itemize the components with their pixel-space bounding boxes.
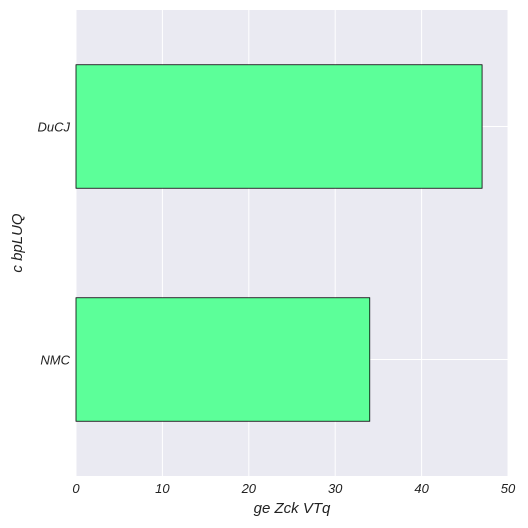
x-tick-label: 40 [414, 481, 429, 496]
x-tick-label: 10 [155, 481, 170, 496]
bar-ducj [75, 64, 483, 189]
x-axis-label: ge Zck VTq [254, 500, 331, 517]
y-axis-label: c bpLUQ [9, 213, 26, 273]
bars [75, 64, 483, 422]
y-tick-label: DuCJ [37, 120, 70, 135]
x-tick-label: 50 [501, 481, 516, 496]
x-tick-label: 0 [72, 481, 80, 496]
y-tick-label: NMC [40, 353, 70, 368]
x-axis-ticks: 0 10 20 30 40 50 [72, 481, 516, 496]
x-tick-label: 30 [328, 481, 343, 496]
y-axis-ticks: DuCJ NMC [37, 120, 70, 368]
bar-nmc [75, 297, 371, 422]
x-tick-label: 20 [241, 481, 257, 496]
